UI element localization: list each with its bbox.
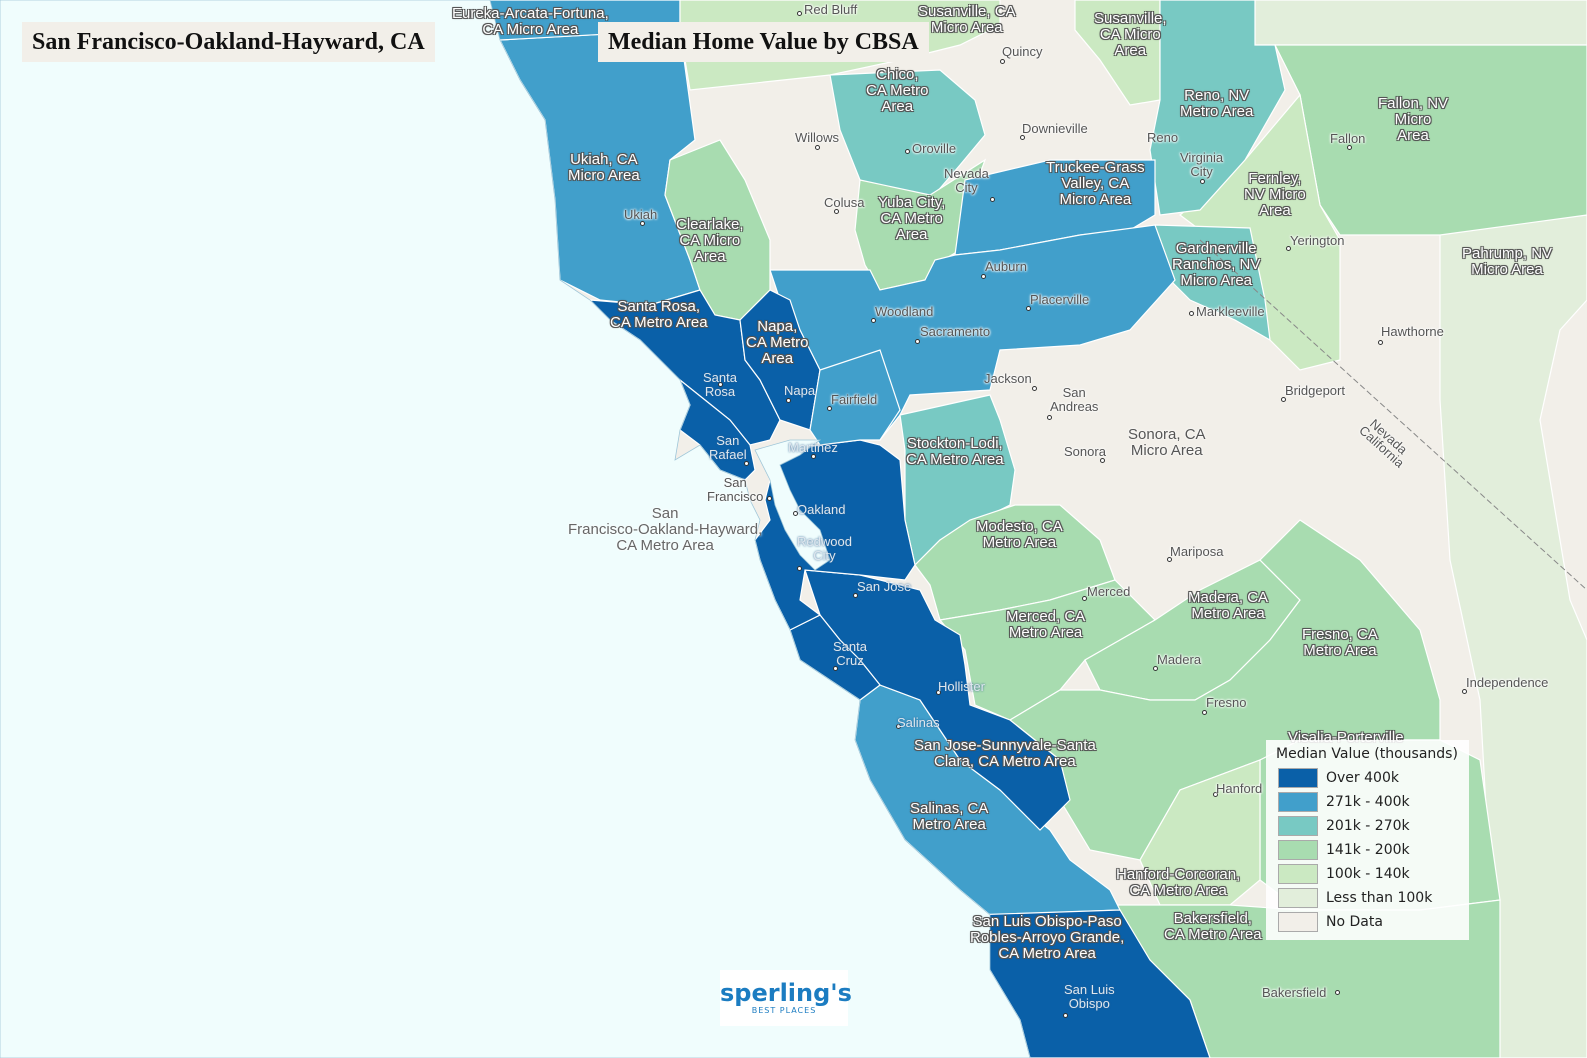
city-dot <box>1281 397 1286 402</box>
legend-swatch <box>1278 768 1318 788</box>
city-dot <box>797 11 802 16</box>
legend-swatch <box>1278 816 1318 836</box>
city-dot <box>1347 145 1352 150</box>
region-reno <box>1149 0 1286 216</box>
city-dot <box>1286 246 1291 251</box>
city-dot <box>640 221 645 226</box>
legend-label: 141k - 200k <box>1326 842 1410 858</box>
legend-swatch <box>1278 912 1318 932</box>
city-dot <box>1200 179 1205 184</box>
city-dot <box>815 145 820 150</box>
region-less-than-100k-northeast <box>1254 0 1587 46</box>
legend-label: Over 400k <box>1326 770 1399 786</box>
city-dot <box>744 461 749 466</box>
region-chico <box>829 69 986 201</box>
city-dot <box>767 496 772 501</box>
city-dot <box>1032 386 1037 391</box>
city-dot <box>1378 340 1383 345</box>
city-dot <box>811 454 816 459</box>
city-dot <box>718 382 723 387</box>
city-dot <box>1153 666 1158 671</box>
legend-swatch <box>1278 840 1318 860</box>
sperlings-logo[interactable]: sperling's BEST PLACES <box>720 970 852 1026</box>
logo-name: sperling's <box>720 979 852 1007</box>
sf-bay <box>754 439 831 571</box>
city-dot <box>1213 792 1218 797</box>
city-dot <box>981 274 986 279</box>
city-dot <box>1189 311 1194 316</box>
city-dot <box>833 666 838 671</box>
city-dot <box>1100 458 1105 463</box>
city-dot <box>896 724 901 729</box>
region-modesto <box>914 504 1116 621</box>
legend-label: 100k - 140k <box>1326 866 1410 882</box>
city-dot <box>1202 710 1207 715</box>
region-sf-oakland-hayward <box>754 439 916 631</box>
region-fallon <box>1274 44 1587 236</box>
city-dot <box>1000 59 1005 64</box>
city-dot <box>915 339 920 344</box>
legend-swatch <box>1278 864 1318 884</box>
city-dot <box>793 511 798 516</box>
city-dot <box>1462 689 1467 694</box>
legend-label: No Data <box>1326 914 1383 930</box>
city-dot <box>1047 415 1052 420</box>
map-title: Median Home Value by CBSA <box>598 22 929 62</box>
city-dot <box>797 566 802 571</box>
region-fairfield <box>809 349 901 446</box>
city-dot <box>871 318 876 323</box>
city-dot <box>834 209 839 214</box>
city-dot <box>990 197 995 202</box>
city-dot <box>1167 557 1172 562</box>
legend-label: 271k - 400k <box>1326 794 1410 810</box>
legend: Median Value (thousands) Over 400k 271k … <box>1266 740 1469 940</box>
legend-swatch <box>1278 792 1318 812</box>
legend-swatch <box>1278 888 1318 908</box>
city-dot <box>1082 596 1087 601</box>
focus-title: San Francisco-Oakland-Hayward, CA <box>22 22 435 62</box>
region-susanville <box>1074 0 1161 106</box>
region-less-than-100k-east <box>1439 214 1587 1058</box>
logo-tagline: BEST PLACES <box>751 1006 817 1015</box>
legend-title: Median Value (thousands) <box>1276 746 1458 762</box>
city-dot <box>1026 306 1031 311</box>
ocean <box>0 0 1031 1058</box>
city-dot <box>905 149 910 154</box>
legend-label: Less than 100k <box>1326 890 1433 906</box>
city-dot <box>1020 135 1025 140</box>
city-dot <box>936 690 941 695</box>
legend-label: 201k - 270k <box>1326 818 1410 834</box>
city-dot <box>827 406 832 411</box>
city-dot <box>786 398 791 403</box>
region-fresno <box>1008 519 1441 861</box>
city-dot <box>853 593 858 598</box>
city-dot <box>1063 1013 1068 1018</box>
city-dot <box>1335 990 1340 995</box>
state-line <box>1199 239 1587 591</box>
